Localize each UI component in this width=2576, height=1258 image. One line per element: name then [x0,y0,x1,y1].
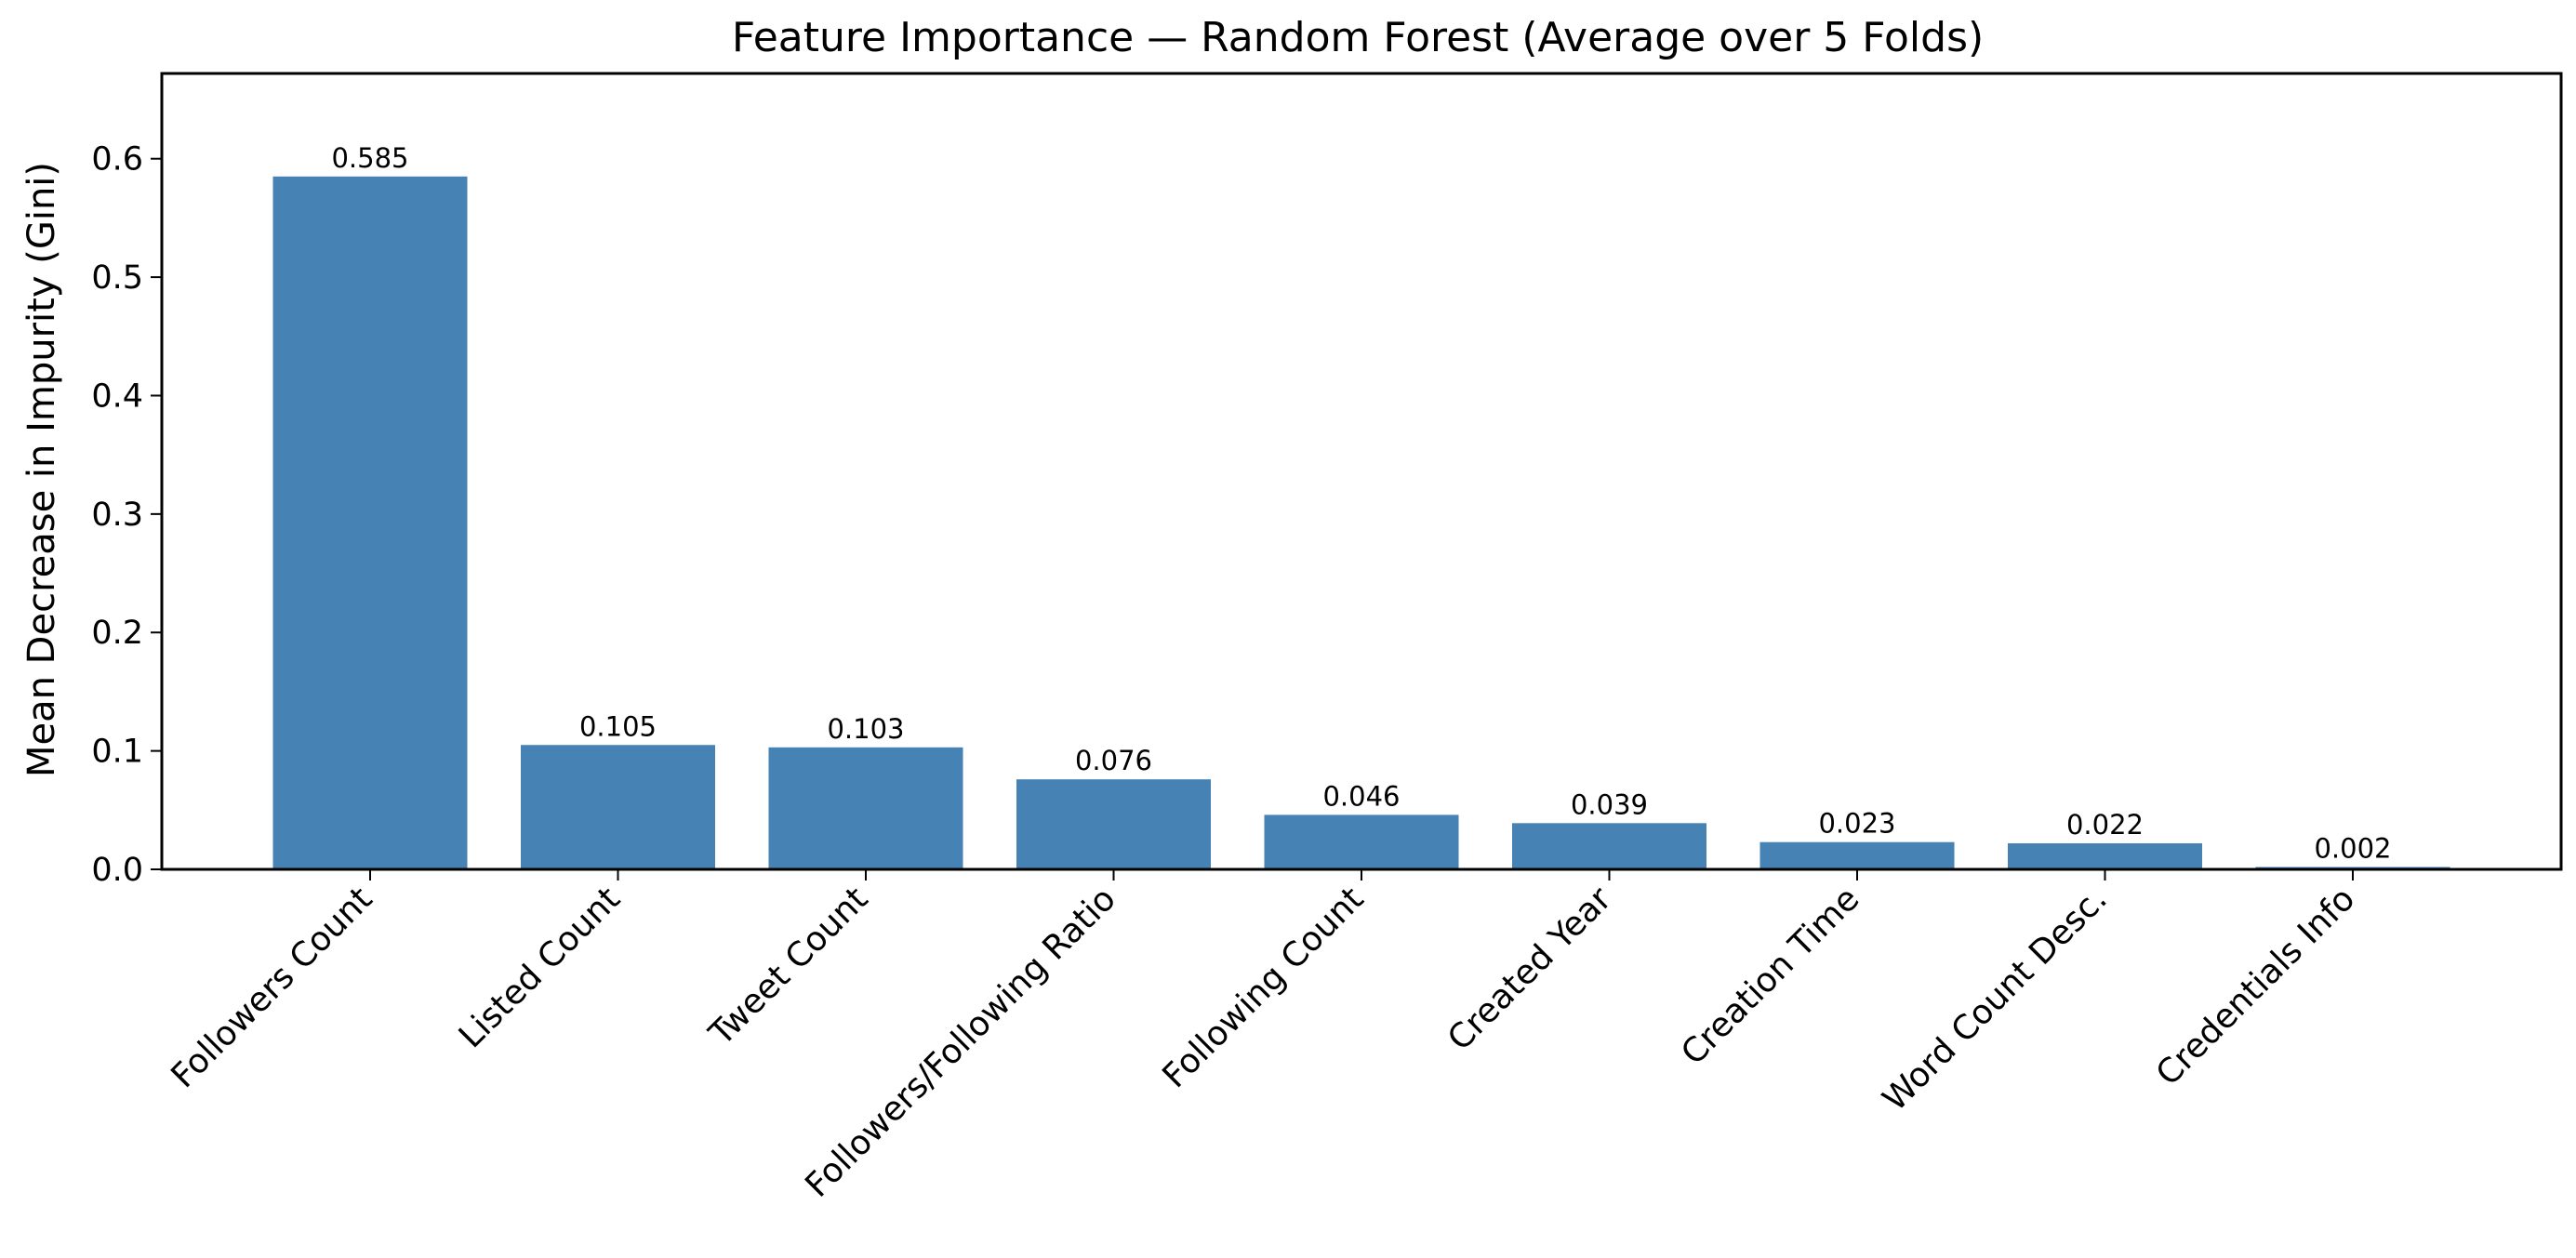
data-labels-group: 0.585 0.105 0.103 0.076 0.046 0.039 0.023 0.022… [331,142,2391,865]
data-label: 0.076 [1075,745,1152,776]
data-label: 0.585 [331,142,408,174]
y-tick-label: 0.3 [91,497,143,534]
bar [768,747,963,869]
data-label: 0.022 [2066,809,2144,841]
bar [272,176,468,870]
bar [521,745,715,869]
y-tick-label: 0.2 [91,615,143,652]
bar [1016,779,1211,869]
y-axis-ticks: 0.0 0.1 0.2 0.3 0.4 0.5 0.6 [91,141,162,889]
x-tick-label: Listed Count [452,880,628,1055]
plot-frame [160,72,2563,871]
bar [1512,823,1706,869]
y-tick-label: 0.4 [91,377,143,415]
data-label: 0.103 [827,713,904,745]
bar [1264,814,1459,869]
x-tick-label: Following Count [1155,880,1371,1095]
data-label: 0.039 [1571,788,1648,820]
y-tick-label: 0.0 [91,852,143,889]
data-label: 0.046 [1322,780,1400,812]
data-label: 0.002 [2314,832,2391,864]
x-tick-label: Word Count Desc. [1876,880,2115,1119]
x-axis-ticks: Followers Count Listed Count Tweet Count Fo… [164,869,2362,1205]
y-tick-label: 0.5 [91,259,143,297]
data-label: 0.023 [1818,808,1895,840]
y-tick-label: 0.6 [91,141,143,179]
x-tick-label: Created Year [1441,880,1619,1058]
x-tick-label: Creation Time [1674,880,1866,1072]
x-tick-label: Followers Count [164,880,379,1095]
bars-group [272,176,2450,870]
bar [2008,842,2202,869]
x-tick-label: Tweet Count [702,880,876,1053]
data-label: 0.105 [579,710,657,742]
y-tick-label: 0.1 [91,734,143,771]
bar [1759,841,1955,869]
y-axis-label: Mean Decrease in Impurity (Gini) [20,162,63,777]
chart-title: Feature Importance — Random Forest (Aver… [732,14,1984,61]
x-tick-label: Credentials Info [2149,880,2363,1093]
